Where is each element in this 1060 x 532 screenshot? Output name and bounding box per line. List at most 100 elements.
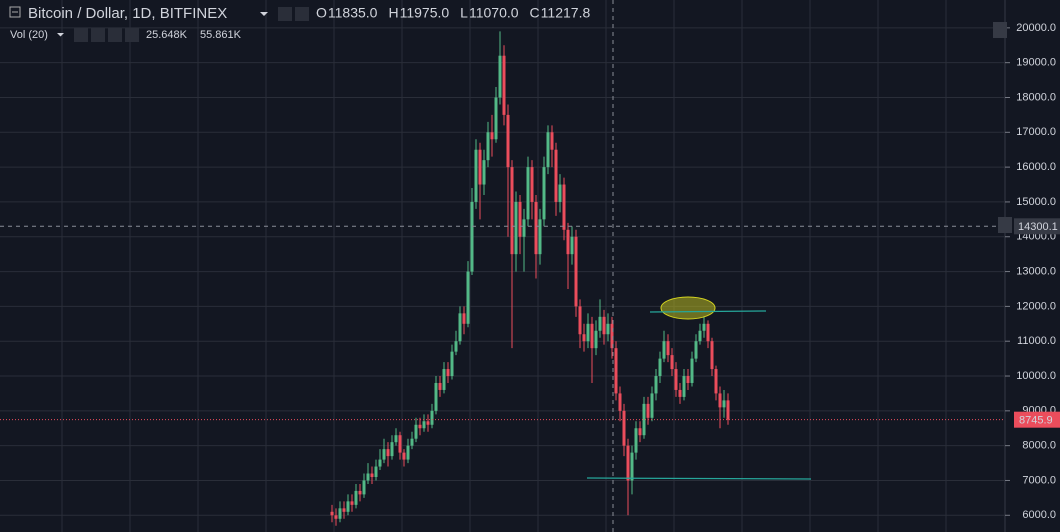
- candle-body: [550, 132, 554, 150]
- dropdown-arrow[interactable]: [260, 12, 268, 16]
- candle-body: [374, 466, 378, 477]
- candle-body: [414, 424, 418, 439]
- candle-body: [418, 424, 422, 429]
- candle-body: [350, 501, 354, 505]
- trend-line[interactable]: [649, 310, 767, 313]
- candle-body: [458, 313, 462, 342]
- candle-body: [370, 473, 374, 477]
- candle-body: [502, 55, 506, 115]
- icon-button[interactable]: [108, 28, 122, 42]
- candle-body: [594, 330, 598, 349]
- icon-button[interactable]: [295, 7, 309, 21]
- candle-body: [530, 167, 534, 202]
- candle-body: [474, 149, 478, 202]
- candle-body: [394, 435, 398, 443]
- candle-body: [430, 410, 434, 425]
- candle-body: [558, 184, 562, 202]
- candle-body: [378, 459, 382, 467]
- candle-body: [602, 316, 606, 335]
- candle-body: [402, 452, 406, 460]
- candle-body: [590, 323, 594, 349]
- candle-body: [694, 341, 698, 359]
- candle-body: [486, 132, 490, 161]
- icon-button[interactable]: [74, 28, 88, 42]
- candle-body: [606, 323, 610, 335]
- candle-body: [354, 490, 358, 505]
- volume-value: 55.861K: [200, 29, 242, 41]
- candle-body: [626, 445, 630, 481]
- candle-body: [710, 341, 714, 370]
- candle-body: [398, 435, 402, 453]
- candle-body: [498, 55, 502, 98]
- collapse-icon[interactable]: [9, 6, 21, 18]
- candle-body: [358, 490, 362, 495]
- volume-name[interactable]: Vol (20): [10, 29, 48, 41]
- candle-body: [534, 201, 538, 255]
- candle-body: [706, 323, 710, 342]
- candle-body: [462, 313, 466, 324]
- candle-body: [578, 306, 582, 335]
- icon-button[interactable]: [278, 7, 292, 21]
- candle-body: [334, 515, 338, 519]
- last-price-badge: [1014, 411, 1060, 428]
- candle-body: [598, 316, 602, 331]
- candle-body: [586, 323, 590, 342]
- candle-body: [666, 341, 670, 356]
- content: [0, 27, 1010, 526]
- candle-body: [342, 508, 346, 512]
- candle-body: [618, 393, 622, 411]
- candle-body: [570, 236, 574, 255]
- candle-body: [482, 160, 486, 185]
- candle-body: [426, 421, 430, 425]
- candle-body: [646, 403, 650, 418]
- candle-body: [702, 323, 706, 331]
- dropdown-arrow[interactable]: [57, 33, 64, 37]
- candle-body: [566, 229, 570, 255]
- candle-body: [346, 501, 350, 512]
- candle-body: [574, 236, 578, 307]
- crosshair-label: 14300.1: [1018, 221, 1058, 233]
- candle-body: [650, 393, 654, 418]
- y-tick-label: 10000.0: [1016, 370, 1056, 382]
- candle-body: [526, 167, 530, 220]
- symbol-title[interactable]: Bitcoin / Dollar, 1D, BITFINEX: [28, 5, 227, 22]
- scale-button[interactable]: [993, 22, 1007, 38]
- y-tick-label: 8000.0: [1022, 440, 1056, 452]
- y-tick-label: 20000.0: [1016, 22, 1056, 34]
- add-button[interactable]: [998, 217, 1012, 233]
- ohlc-legend: O 11835.0 H 11975.0 L 11070.0 C 11217.8: [316, 5, 590, 21]
- candle-body: [690, 358, 694, 383]
- candle-body: [434, 382, 438, 411]
- candle-body: [630, 452, 634, 481]
- icon-button[interactable]: [125, 28, 139, 42]
- trend-line[interactable]: [586, 477, 812, 480]
- ohlc-key: O: [316, 5, 327, 21]
- ellipse-drawing[interactable]: [660, 296, 716, 320]
- candle-body: [506, 114, 510, 168]
- candle-body: [726, 400, 730, 420]
- candle-body: [454, 341, 458, 352]
- candle-body: [510, 167, 514, 255]
- ohlc-key: C: [530, 5, 540, 21]
- candle-body: [490, 132, 494, 140]
- volume-value: 25.648K: [146, 29, 188, 41]
- y-tick-label: 15000.0: [1016, 196, 1056, 208]
- candle-body: [362, 480, 366, 495]
- candle-body: [522, 219, 526, 237]
- candle-body: [546, 132, 550, 168]
- ohlc-key: H: [388, 5, 398, 21]
- ohlc-value: 11070.0: [469, 5, 519, 21]
- candle-body: [538, 219, 542, 255]
- candle-body: [406, 445, 410, 460]
- candle-body: [682, 376, 686, 397]
- ohlc-value: 11217.8: [541, 5, 591, 21]
- candle-body: [722, 400, 726, 408]
- icon-button[interactable]: [91, 28, 105, 42]
- candle-body: [638, 428, 642, 436]
- candle-body: [614, 348, 618, 394]
- candle-body: [442, 369, 446, 390]
- candle-body: [678, 389, 682, 397]
- candle-body: [554, 149, 558, 202]
